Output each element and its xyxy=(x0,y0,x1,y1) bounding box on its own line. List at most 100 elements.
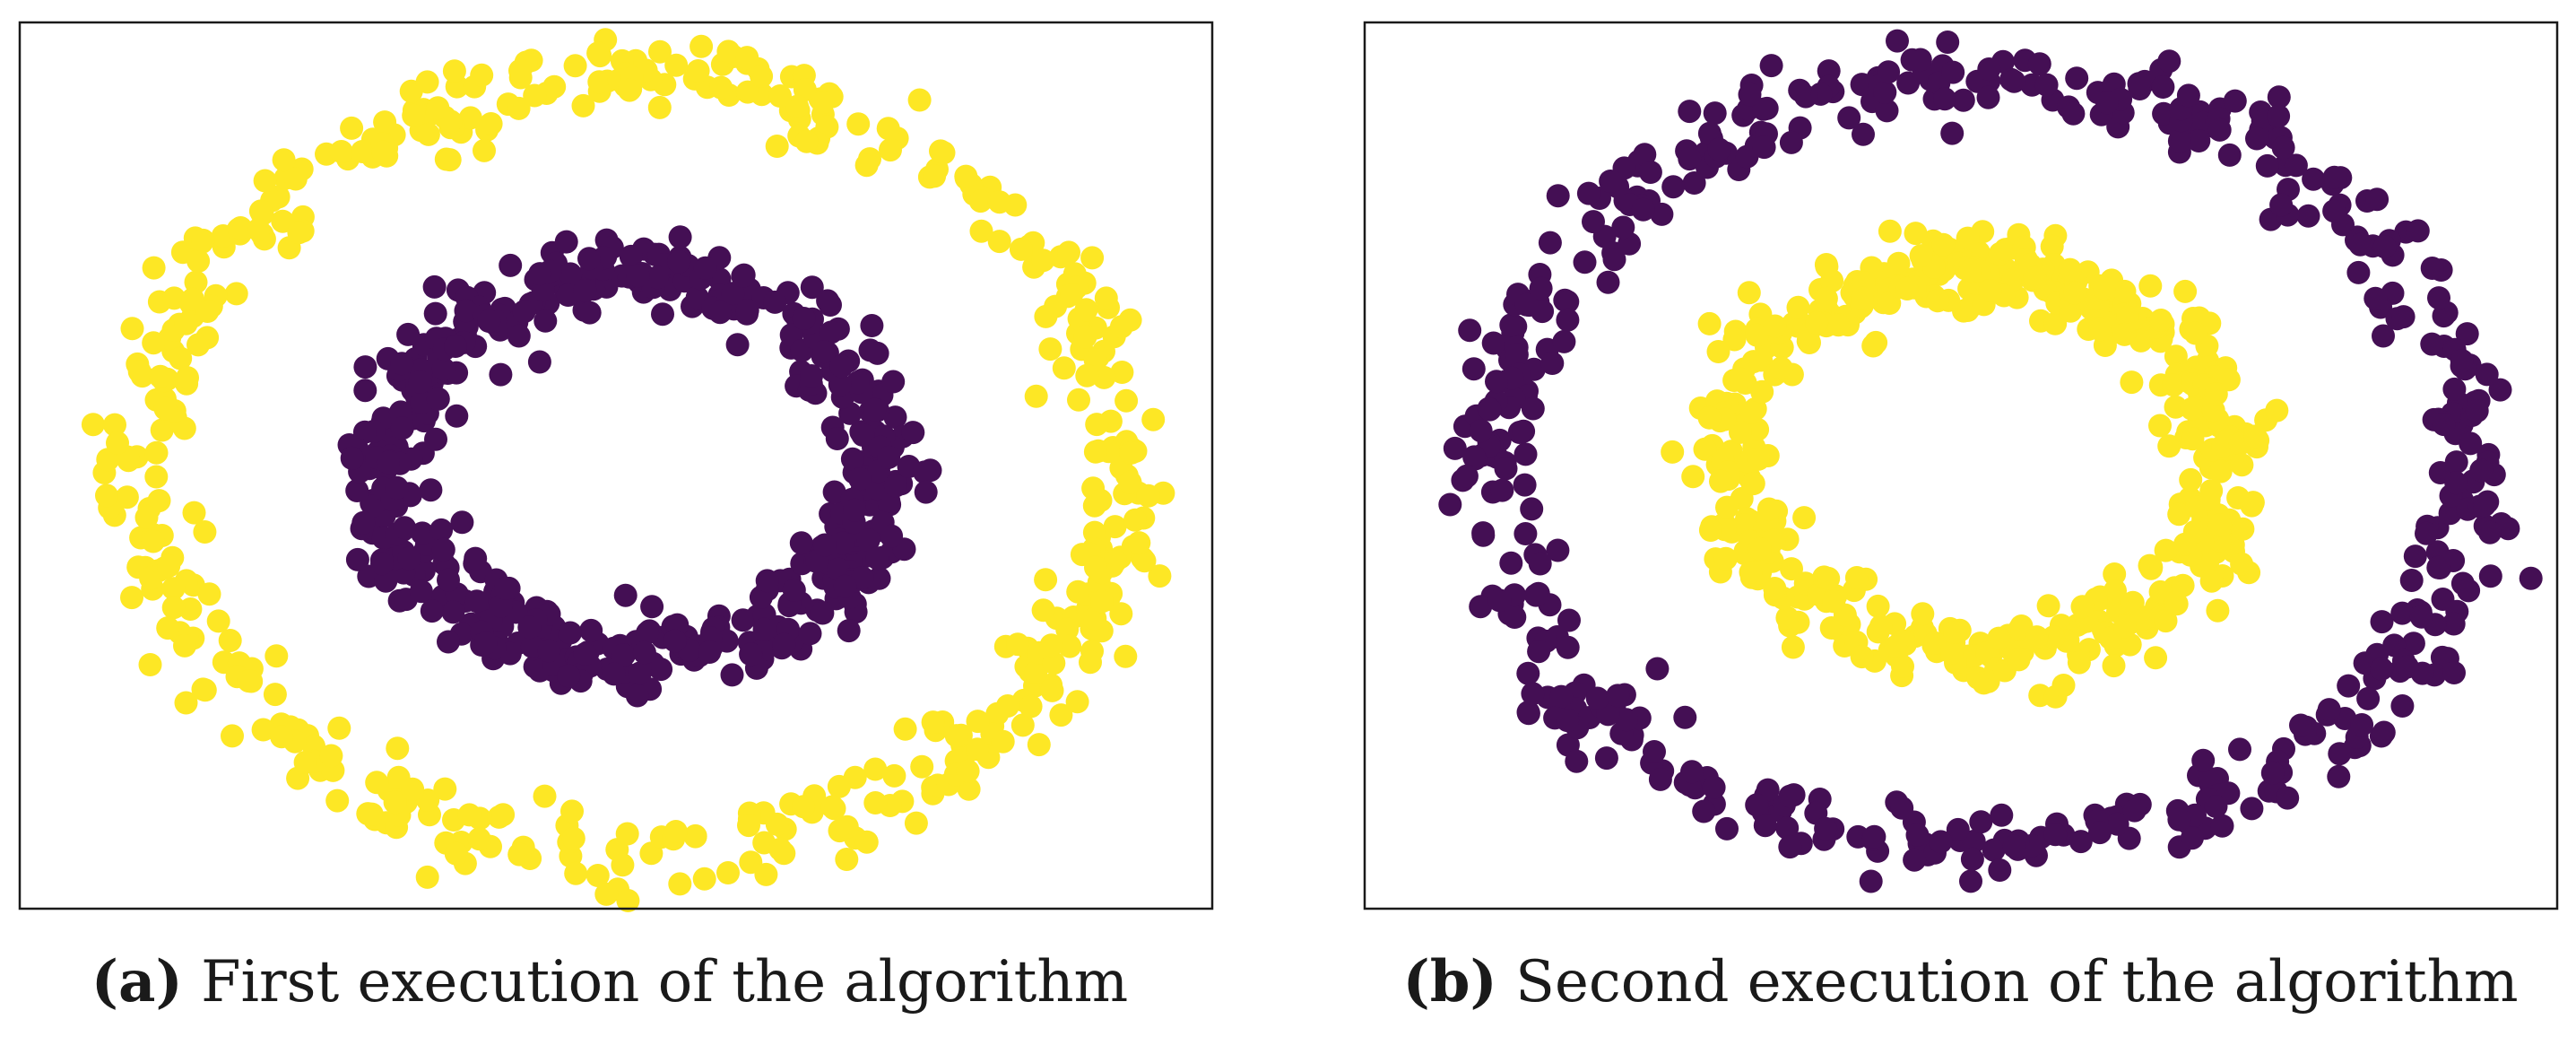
scatter-point-inner xyxy=(454,299,478,323)
scatter-point-outer xyxy=(921,710,945,735)
scatter-point-inner xyxy=(640,595,664,619)
scatter-point-outer xyxy=(1074,298,1098,322)
scatter-point-outer xyxy=(571,93,595,118)
scatter-point-inner xyxy=(626,264,650,288)
scatter-point-outer xyxy=(325,788,350,813)
scatter-point-inner xyxy=(822,480,846,504)
scatter-point-outer xyxy=(2465,399,2489,422)
scatter-point-inner xyxy=(397,546,421,571)
scatter-point-inner xyxy=(2148,414,2172,438)
scatter-point-outer xyxy=(2122,798,2147,823)
scatter-point-outer xyxy=(616,889,640,912)
scatter-point-inner xyxy=(2112,322,2137,346)
scatter-point-inner xyxy=(390,352,414,376)
scatter-point-outer xyxy=(879,138,902,162)
scatter-point-outer xyxy=(172,416,196,440)
scatter-point-inner xyxy=(2058,257,2082,282)
scatter-point-outer xyxy=(1082,520,1106,544)
scatter-point-inner xyxy=(1722,327,1747,352)
scatter-point-outer xyxy=(716,861,740,884)
scatter-point-inner xyxy=(1713,546,1738,571)
scatter-point-inner xyxy=(725,333,750,357)
scatter-point-outer xyxy=(854,830,879,854)
scatter-point-inner xyxy=(345,479,369,502)
scatter-point-outer xyxy=(120,586,143,610)
scatter-point-outer xyxy=(794,129,819,153)
scatter-point-outer xyxy=(195,300,220,323)
scatter-point-inner xyxy=(2207,513,2232,537)
scatter-point-inner xyxy=(494,576,517,600)
scatter-point-inner xyxy=(2154,609,2178,633)
scatter-point-outer xyxy=(473,138,496,162)
scatter-point-inner xyxy=(411,521,434,545)
scatter-point-inner xyxy=(2199,569,2224,593)
scatter-point-outer xyxy=(523,83,547,108)
scatter-point-outer xyxy=(127,360,152,384)
caption-a-text: First execution of the algorithm xyxy=(201,949,1129,1015)
scatter-point-inner xyxy=(1697,311,1722,335)
scatter-point-inner xyxy=(1756,497,1781,521)
scatter-point-outer xyxy=(1546,538,1570,562)
scatter-point-inner xyxy=(559,621,582,645)
scatter-point-inner xyxy=(880,524,904,548)
scatter-point-outer xyxy=(433,777,457,801)
scatter-point-outer xyxy=(1060,283,1084,307)
scatter-point-inner xyxy=(2197,487,2221,511)
scatter-point-outer xyxy=(1075,363,1099,388)
scatter-point-inner xyxy=(2025,625,2049,649)
scatter-point-outer xyxy=(2372,324,2395,348)
scatter-point-outer xyxy=(792,795,816,819)
scatter-point-outer xyxy=(1118,470,1142,494)
scatter-point-outer xyxy=(2069,830,2093,854)
scatter-point-outer xyxy=(442,59,466,83)
scatter-point-outer xyxy=(1010,713,1035,737)
scatter-point-inner xyxy=(789,531,813,555)
scatter-point-outer xyxy=(138,653,162,676)
scatter-point-outer xyxy=(1775,816,1800,841)
scatter-point-outer xyxy=(191,677,215,701)
scatter-point-outer xyxy=(2167,807,2191,832)
scatter-point-inner xyxy=(668,225,692,249)
scatter-point-outer xyxy=(987,190,1011,214)
scatter-point-outer xyxy=(987,230,1011,254)
scatter-point-outer xyxy=(1877,60,1901,84)
scatter-point-outer xyxy=(811,91,835,115)
scatter-point-outer xyxy=(1556,290,1580,314)
scatter-point-inner xyxy=(731,608,755,632)
scatter-point-inner xyxy=(1661,440,1685,464)
scatter-point-inner xyxy=(2230,453,2254,477)
scatter-point-outer xyxy=(1019,694,1043,719)
scatter-point-outer xyxy=(365,771,389,795)
scatter-point-outer xyxy=(1034,568,1058,592)
scatter-point-outer xyxy=(1499,313,1523,337)
panel-b-frame xyxy=(1363,21,2559,910)
scatter-point-inner xyxy=(1940,641,1964,665)
scatter-point-outer xyxy=(1661,175,1686,199)
scatter-point-outer xyxy=(1933,87,1956,111)
scatter-point-inner xyxy=(829,354,854,379)
scatter-point-outer xyxy=(2043,823,2068,847)
scatter-point-inner xyxy=(792,307,816,330)
scatter-point-inner xyxy=(393,516,417,540)
scatter-point-inner xyxy=(2093,276,2116,301)
scatter-point-outer xyxy=(1058,634,1082,658)
scatter-point-outer xyxy=(768,84,792,108)
scatter-point-inner xyxy=(619,244,643,268)
scatter-point-inner xyxy=(2167,502,2191,527)
scatter-point-inner xyxy=(1909,244,1933,268)
scatter-point-inner xyxy=(345,547,369,571)
scatter-point-outer xyxy=(2370,610,2394,634)
scatter-point-outer xyxy=(1490,478,1514,502)
scatter-point-inner xyxy=(450,510,474,535)
scatter-point-inner xyxy=(735,299,759,322)
scatter-point-outer xyxy=(221,724,244,748)
scatter-point-inner xyxy=(2230,552,2254,576)
scatter-point-outer xyxy=(1034,304,1058,328)
scatter-point-inner xyxy=(1769,356,1793,380)
scatter-point-outer xyxy=(1055,617,1080,641)
scatter-point-inner xyxy=(914,480,938,504)
scatter-point-outer xyxy=(224,282,248,306)
scatter-point-inner xyxy=(376,450,400,475)
scatter-point-outer xyxy=(2442,377,2467,401)
scatter-point-outer xyxy=(1556,308,1580,332)
